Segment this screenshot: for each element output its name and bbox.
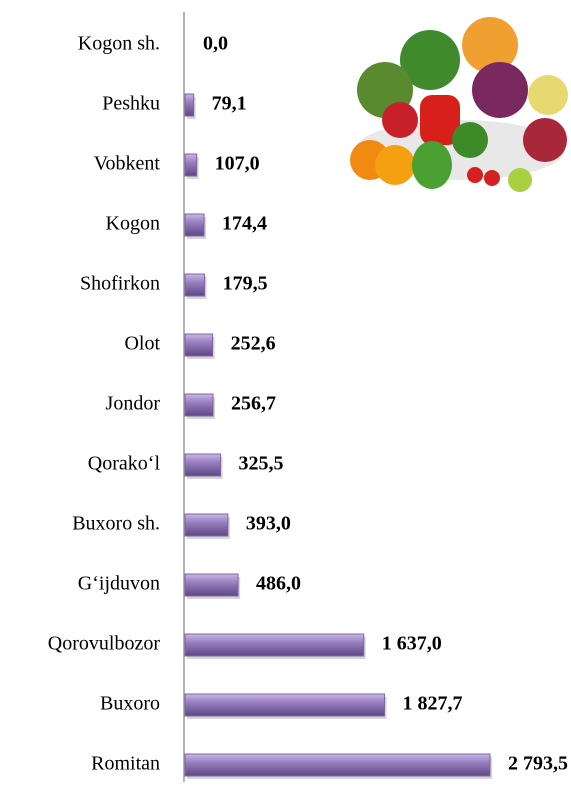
category-label: G‘ijduvon (78, 573, 160, 595)
value-label: 325,5 (239, 453, 284, 475)
category-label: Buxoro sh. (72, 513, 160, 535)
category-label: Olot (124, 333, 160, 355)
value-label: 393,0 (246, 513, 291, 535)
bar (184, 633, 365, 657)
category-label: Qorovulbozor (48, 633, 161, 655)
bar (184, 393, 214, 417)
value-label: 0,0 (203, 33, 228, 55)
category-label: Peshku (102, 93, 160, 115)
bar (184, 453, 222, 477)
bar (184, 153, 198, 177)
value-label: 256,7 (231, 393, 276, 415)
bar (184, 93, 195, 117)
value-label: 174,4 (222, 213, 267, 235)
category-label: Qorako‘l (88, 453, 161, 475)
value-label: 1 637,0 (382, 633, 442, 655)
value-label: 2 793,5 (508, 753, 568, 775)
bar (184, 333, 214, 357)
category-label: Kogon (106, 213, 160, 235)
value-label: 1 827,7 (403, 693, 463, 715)
value-label: 79,1 (212, 93, 247, 115)
bar (184, 693, 386, 717)
fruit-image (350, 12, 570, 192)
category-label: Buxoro (100, 693, 160, 715)
bar (184, 513, 229, 537)
bar (184, 573, 239, 597)
category-label: Kogon sh. (78, 33, 160, 55)
value-label: 486,0 (256, 573, 301, 595)
value-label: 252,6 (231, 333, 276, 355)
value-label: 107,0 (215, 153, 260, 175)
category-label: Romitan (91, 753, 160, 775)
category-label: Jondor (106, 393, 161, 415)
bar (184, 753, 491, 777)
category-label: Shofirkon (80, 273, 160, 295)
category-label: Vobkent (94, 153, 161, 175)
bar (184, 213, 205, 237)
value-label: 179,5 (223, 273, 268, 295)
bar (184, 273, 206, 297)
